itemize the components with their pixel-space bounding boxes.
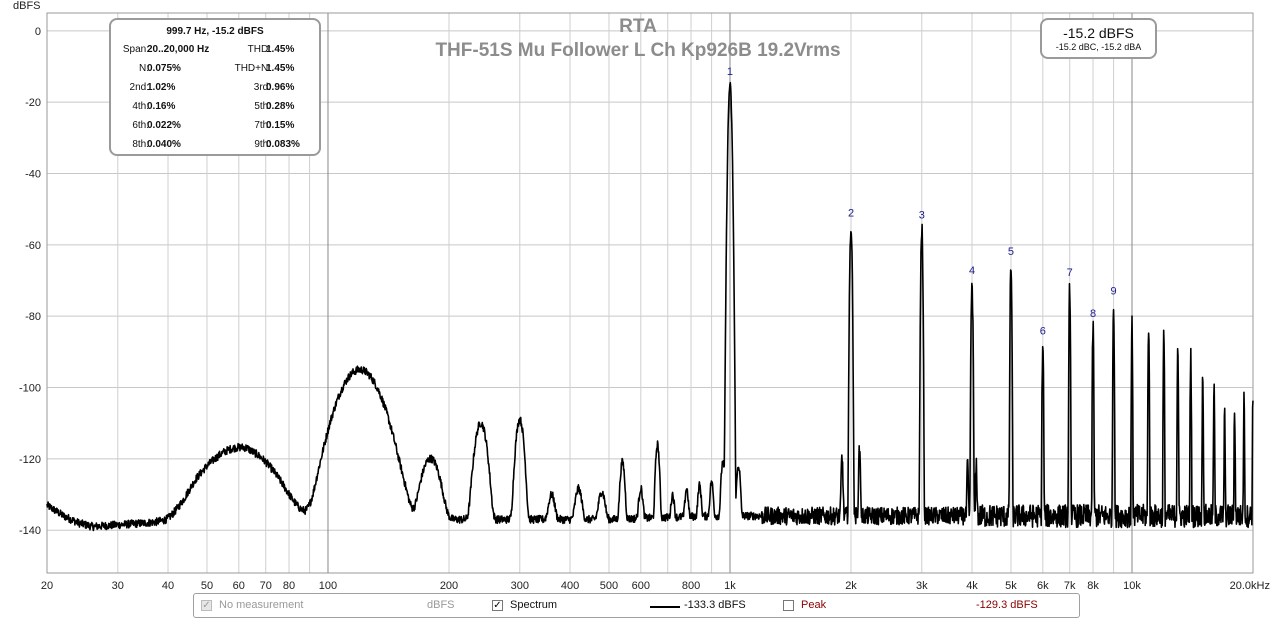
stats-value: 20..20,000 Hz: [147, 44, 210, 55]
harmonic-label: 6: [1040, 326, 1046, 338]
harmonic-label: 7: [1067, 267, 1073, 279]
peak-label: Peak: [801, 599, 827, 611]
y-tick-label: -140: [19, 525, 41, 537]
stats-label: 8th:: [132, 139, 149, 150]
stats-value: 1.45%: [266, 63, 295, 74]
no-measurement-unit: dBFS: [427, 599, 455, 611]
x-tick-label: 80: [283, 580, 295, 592]
stats-value: 1.02%: [147, 82, 176, 93]
x-tick-label: 40: [162, 580, 174, 592]
stats-value: 1.45%: [266, 44, 295, 55]
x-tick-label: 50: [201, 580, 213, 592]
stats-row: N: 0.075% THD+N: 1.45%: [111, 59, 319, 78]
stats-value: 0.075%: [147, 63, 181, 74]
y-tick-label: -80: [25, 311, 41, 323]
stats-label: THD+N:: [234, 63, 271, 74]
x-tick-label: 3k: [916, 580, 928, 592]
stats-label: 5th:: [254, 101, 271, 112]
chart-subtitle: THF-51S Mu Follower L Ch Kp926B 19.2Vrms: [435, 40, 840, 61]
no-measurement-label: No measurement: [219, 599, 304, 611]
stats-value: 0.022%: [147, 120, 181, 131]
chart-title: RTA: [619, 16, 657, 37]
harmonic-label: 1: [727, 66, 733, 78]
x-tick-label: 30: [112, 580, 124, 592]
y-tick-label: -20: [25, 97, 41, 109]
distortion-stats-box[interactable]: 999.7 Hz, -15.2 dBFS Span: 20..20,000 Hz T…: [109, 18, 321, 156]
x-tick-label: 6k: [1037, 580, 1049, 592]
x-tick-label: 500: [600, 580, 618, 592]
x-tick-label: 8k: [1087, 580, 1099, 592]
stats-label: Span:: [122, 44, 149, 55]
stats-label: THD:: [247, 44, 271, 55]
stats-header: 999.7 Hz, -15.2 dBFS: [166, 26, 264, 37]
harmonic-label: 4: [969, 265, 975, 277]
x-tick-label: 600: [632, 580, 650, 592]
x-tick-label: 10k: [1123, 580, 1141, 592]
x-tick-label: 20: [41, 580, 53, 592]
stats-value: 0.040%: [147, 139, 181, 150]
harmonic-label: 2: [848, 207, 854, 219]
harmonic-label: 8: [1090, 308, 1096, 320]
x-tick-label: 20.0kHz: [1230, 580, 1270, 592]
stats-row: 4th: 0.16% 5th: 0.28%: [111, 97, 319, 116]
stats-row: 8th: 0.040% 9th: 0.083%: [111, 135, 319, 154]
y-tick-label: -60: [25, 240, 41, 252]
x-tick-label: 400: [561, 580, 579, 592]
stats-label: 9th:: [254, 139, 271, 150]
level-sub: -15.2 dBC, -15.2 dBA: [1055, 42, 1142, 52]
x-tick-label: 300: [511, 580, 529, 592]
x-tick-label: 70: [260, 580, 272, 592]
x-tick-label: 2k: [845, 580, 857, 592]
x-tick-label: 7k: [1064, 580, 1076, 592]
level-main: -15.2 dBFS: [1063, 25, 1134, 41]
x-tick-label: 1k: [724, 580, 736, 592]
spectrum-checkbox[interactable]: ✓: [492, 600, 503, 611]
spectrum-swatch: [650, 606, 680, 608]
x-tick-label: 200: [440, 580, 458, 592]
plot-frame: [46, 12, 1254, 574]
stats-label: 4th:: [132, 101, 149, 112]
stats-label: N:: [139, 63, 149, 74]
spectrum-value: -133.3 dBFS: [684, 599, 746, 611]
legend-bar: ✓ No measurement dBFS ✓ Spectrum -133.3 …: [193, 593, 1080, 618]
peak-checkbox[interactable]: [783, 600, 794, 611]
stats-row: 2nd: 1.02% 3rd: 0.96%: [111, 78, 319, 97]
no-measurement-checkbox[interactable]: ✓: [201, 600, 212, 611]
harmonic-label: 3: [919, 209, 925, 221]
stats-value: 0.16%: [147, 101, 176, 112]
y-tick-label: 0: [35, 26, 41, 38]
stats-row: 6th: 0.022% 7th: 0.15%: [111, 116, 319, 135]
x-tick-label: 4k: [966, 580, 978, 592]
x-tick-label: 100: [319, 580, 337, 592]
harmonic-labels: 1 2 3 4 5 6 7 8 9: [727, 66, 1117, 338]
stats-value: 0.96%: [266, 82, 295, 93]
level-readout-box[interactable]: -15.2 dBFS -15.2 dBC, -15.2 dBA: [1040, 18, 1157, 59]
x-tick-label: 5k: [1005, 580, 1017, 592]
spectrum-series-line: [46, 81, 1254, 532]
x-tick-label: 60: [233, 580, 245, 592]
stats-label: 7th:: [254, 120, 271, 131]
y-tick-label: -40: [25, 169, 41, 181]
spectrum-label: Spectrum: [510, 599, 558, 611]
x-tick-label: 800: [682, 580, 700, 592]
stats-label: 2nd:: [129, 82, 149, 93]
y-tick-label: -120: [19, 454, 41, 466]
peak-value: -129.3 dBFS: [976, 599, 1038, 611]
x-axis-ticks: 20 30 40 50 60 70 80 100 200 300 400 500 600 800 1k 2k 3…: [41, 580, 1270, 592]
y-axis-ticks: 0 -20 -40 -60 -80 -100 -120 -140: [19, 26, 41, 537]
stats-value: 0.15%: [266, 120, 295, 131]
stats-row: Span: 20..20,000 Hz THD: 1.45%: [111, 40, 319, 59]
stats-label: 3rd:: [253, 82, 271, 93]
stats-label: 6th:: [132, 120, 149, 131]
stats-value: 0.28%: [266, 101, 295, 112]
y-axis-label: dBFS: [13, 0, 41, 12]
stats-value: 0.083%: [266, 139, 300, 150]
harmonic-label: 5: [1008, 246, 1014, 258]
y-tick-label: -100: [19, 383, 41, 395]
harmonic-label: 9: [1111, 285, 1117, 297]
